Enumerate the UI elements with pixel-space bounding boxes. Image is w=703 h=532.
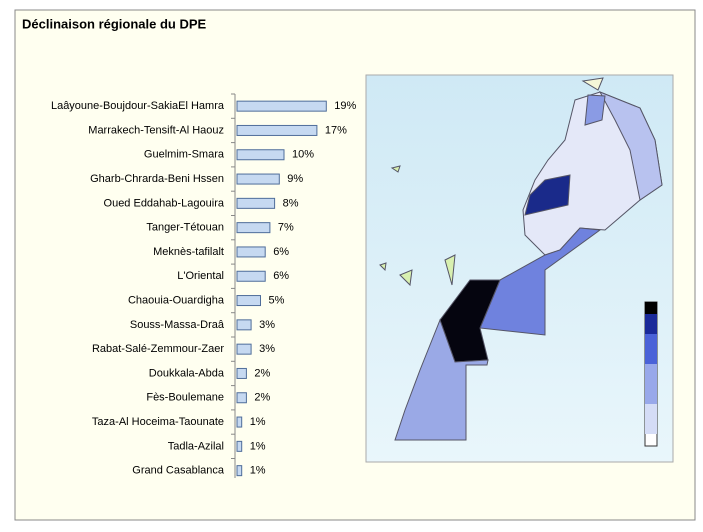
value-label: 1% bbox=[250, 440, 266, 452]
value-label: 19% bbox=[334, 100, 356, 112]
bar bbox=[236, 392, 247, 404]
map-region bbox=[524, 174, 571, 216]
y-tick-label: Laâyoune-Boujdour-SakiaEl Hamra bbox=[51, 100, 225, 112]
map-region bbox=[598, 91, 663, 201]
y-tick-label: Grand Casablanca bbox=[132, 465, 225, 477]
bar bbox=[236, 173, 280, 185]
bar bbox=[236, 222, 271, 234]
bar bbox=[236, 270, 266, 282]
map bbox=[365, 74, 674, 463]
map-colorbar-step bbox=[645, 314, 657, 334]
y-tick-label: Taza-Al Hoceima-Taounate bbox=[92, 416, 224, 428]
y-tick-label: Tanger-Tétouan bbox=[146, 222, 224, 234]
bar bbox=[236, 124, 318, 136]
bar bbox=[236, 149, 285, 161]
bar bbox=[236, 440, 243, 452]
value-label: 2% bbox=[254, 367, 270, 379]
value-label: 1% bbox=[250, 416, 266, 428]
map-colorbar-step bbox=[645, 302, 657, 314]
map-island bbox=[379, 165, 456, 287]
y-tick-label: Rabat-Salé-Zemmour-Zaer bbox=[92, 343, 224, 355]
y-tick-label: Guelmim-Smara bbox=[144, 149, 225, 161]
chart-title: Déclinaison régionale du DPE bbox=[22, 16, 207, 31]
bar bbox=[236, 295, 261, 307]
map-colorbar-step bbox=[645, 364, 657, 404]
y-tick-label: Marrakech-Tensift-Al Haouz bbox=[88, 124, 224, 136]
value-label: 7% bbox=[278, 222, 294, 234]
value-label: 9% bbox=[287, 173, 303, 185]
y-tick-label: Gharb-Chrarda-Beni Hssen bbox=[90, 173, 224, 185]
value-label: 6% bbox=[273, 246, 289, 258]
bar bbox=[236, 465, 243, 477]
map-island bbox=[581, 77, 604, 91]
y-tick-label: L'Oriental bbox=[177, 270, 224, 282]
map-region bbox=[584, 94, 606, 126]
y-tick-label: Souss-Massa-Draâ bbox=[130, 319, 225, 331]
map-region bbox=[394, 318, 489, 441]
value-label: 5% bbox=[269, 294, 285, 306]
bar bbox=[236, 319, 252, 331]
value-label: 6% bbox=[273, 270, 289, 282]
bar bbox=[236, 367, 247, 379]
value-label: 10% bbox=[292, 149, 314, 161]
value-label: 3% bbox=[259, 319, 275, 331]
map-colorbar-step bbox=[645, 404, 657, 434]
bar bbox=[236, 246, 266, 258]
y-tick-label: Doukkala-Abda bbox=[149, 367, 225, 379]
value-label: 17% bbox=[325, 124, 347, 136]
y-tick-label: Meknès-tafilalt bbox=[153, 246, 224, 258]
map-colorbar-step bbox=[645, 334, 657, 364]
y-tick-label: Oued Eddahab-Lagouira bbox=[104, 197, 225, 209]
bar bbox=[236, 100, 327, 112]
value-label: 2% bbox=[254, 392, 270, 404]
y-tick-label: Fès-Boulemane bbox=[146, 392, 224, 404]
value-label: 8% bbox=[283, 197, 299, 209]
value-label: 3% bbox=[259, 343, 275, 355]
bar bbox=[236, 343, 252, 355]
bar bbox=[236, 197, 276, 209]
value-label: 1% bbox=[250, 465, 266, 477]
bar bbox=[236, 416, 243, 428]
y-tick-label: Tadla-Azilal bbox=[168, 440, 224, 452]
y-tick-label: Chaouia-Ouardigha bbox=[128, 294, 225, 306]
